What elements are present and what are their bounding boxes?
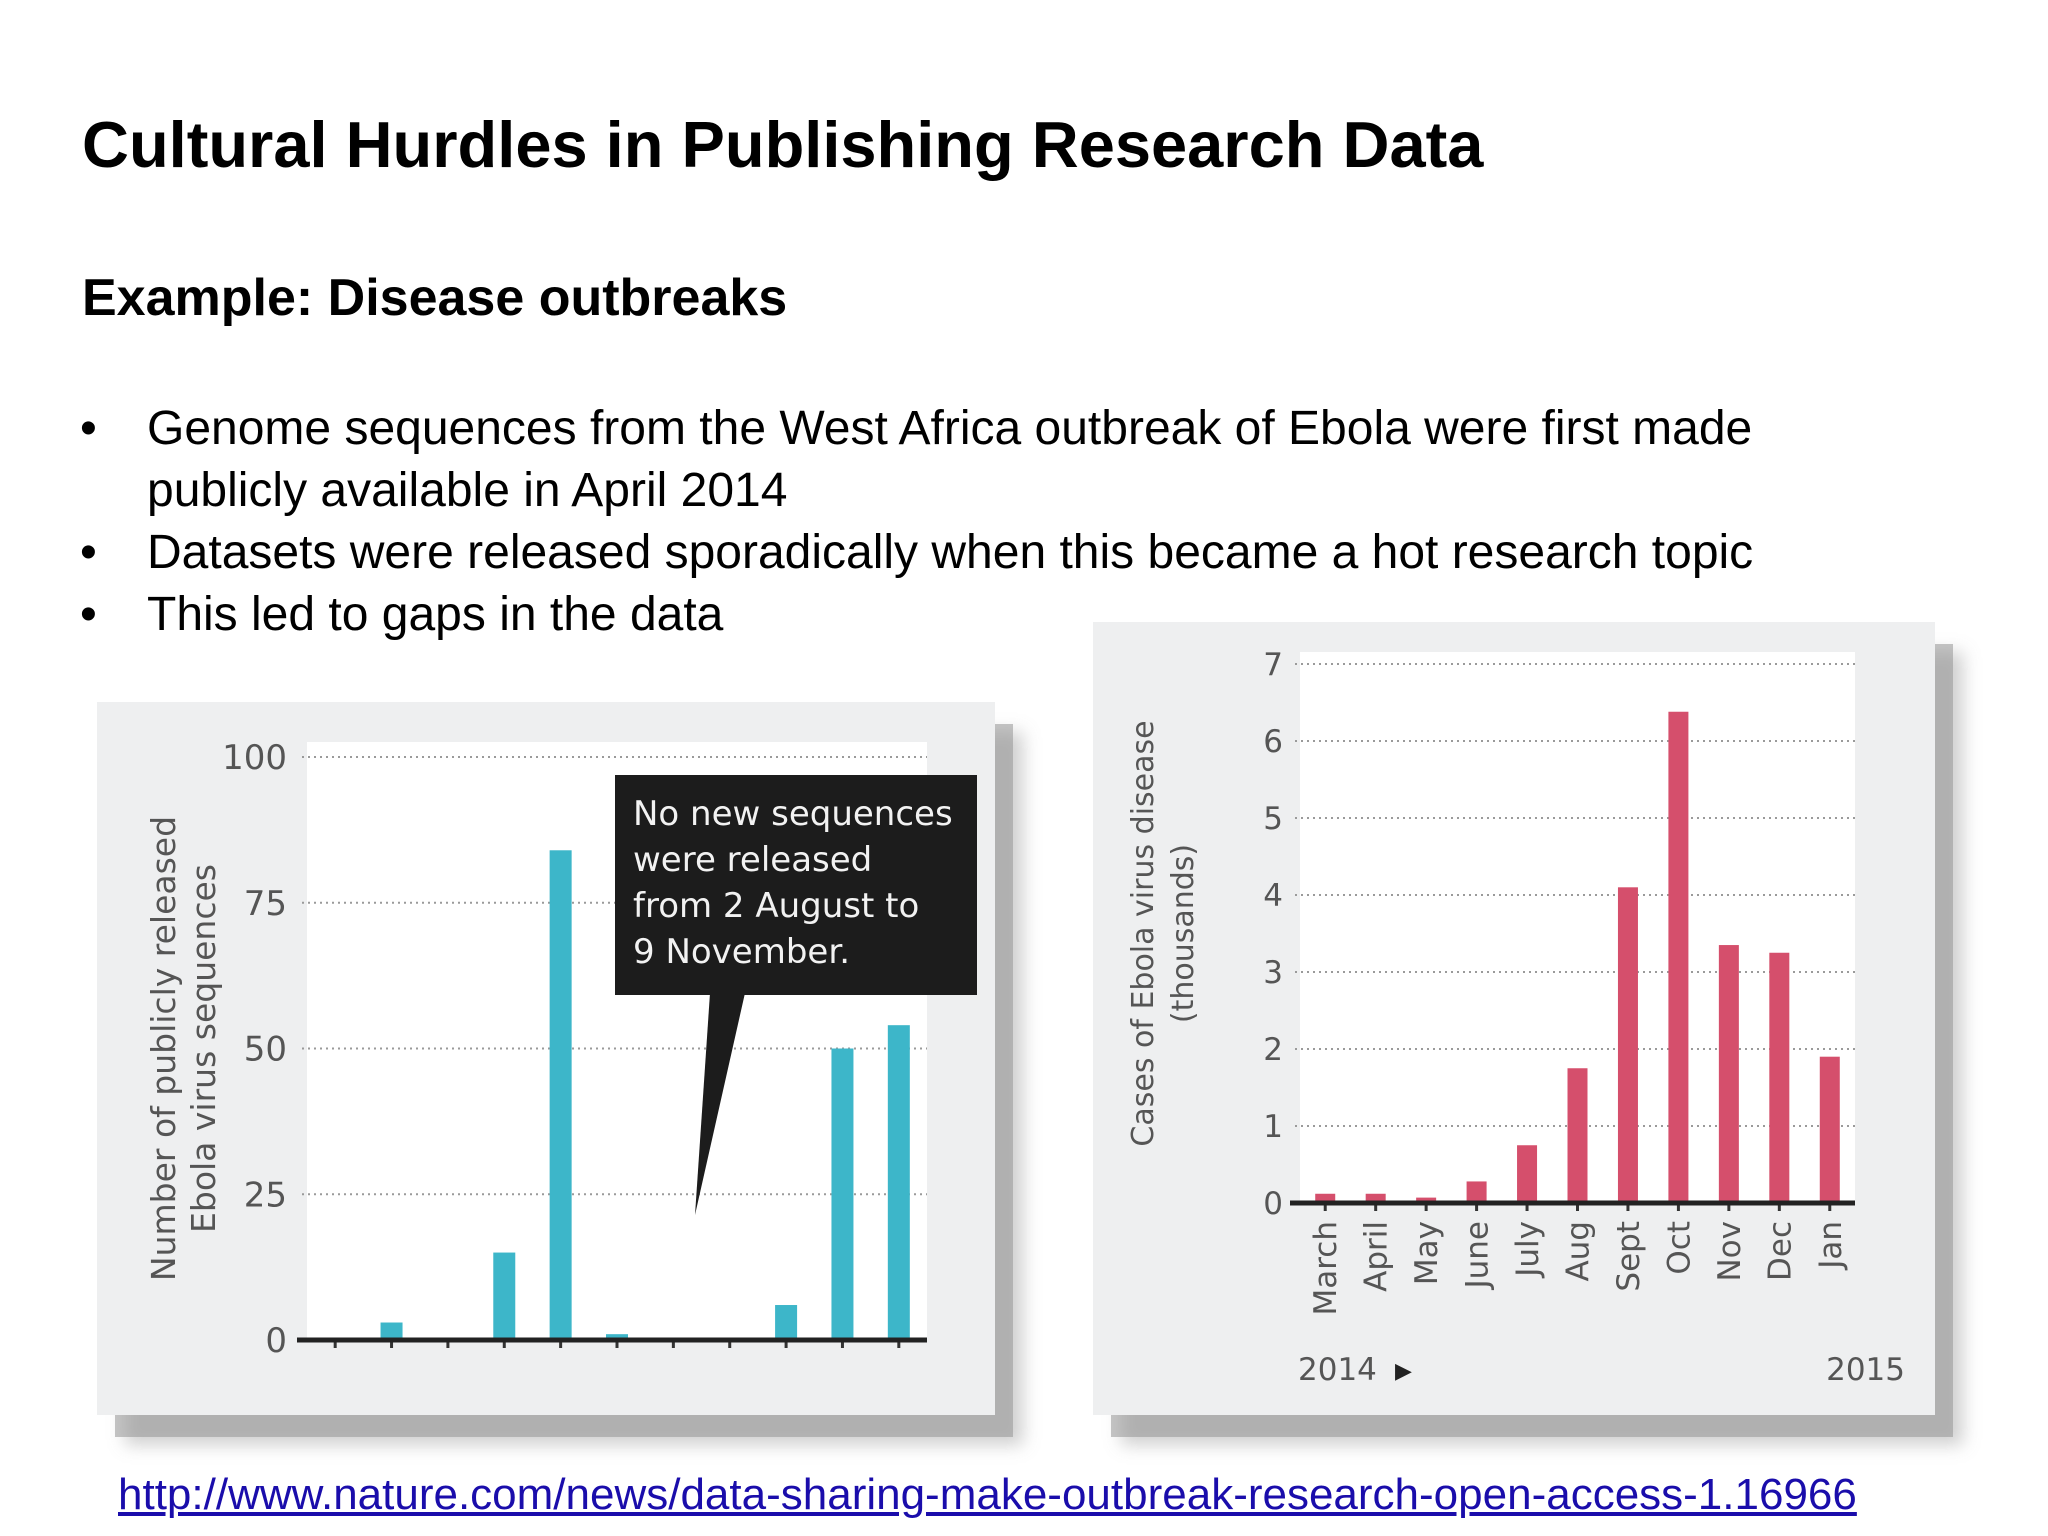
y-axis-label-line: Number of publicly released [144,816,183,1281]
y-tick-label: 4 [1263,878,1283,914]
y-tick-label: 3 [1263,955,1283,991]
bullet-marker: • [80,526,97,579]
bullet-marker: • [80,588,97,641]
callout-text: 9 November. [633,932,850,972]
sequence-bar [380,1322,403,1340]
cases-bar [1769,952,1790,1203]
x-tick-label: July [1510,1221,1546,1279]
y-tick-label: 7 [1263,647,1283,683]
cases-chart-panel: 0 1 2 3 4 5 6 7 Cases of Ebola virus disease (tho… [1093,622,1935,1415]
y-tick-label: 2 [1263,1032,1283,1068]
cases-bar [1617,887,1638,1203]
bullet-marker: • [80,402,97,455]
x-tick-label: Sept [1611,1221,1647,1292]
y-tick-label: 50 [244,1030,287,1070]
bullet-item: • This led to gaps in the data [0,584,1907,646]
y-tick-label: 100 [222,738,287,778]
sequence-bar [606,1334,628,1340]
sequence-bar [493,1252,516,1340]
slide-title: Cultural Hurdles in Publishing Research … [82,108,1484,181]
cases-bar [1819,1056,1840,1203]
x-tick-label: Dec [1762,1221,1798,1281]
y-axis-label-line: (thousands) [1166,844,1201,1023]
x-tick-label: Nov [1712,1221,1748,1282]
y-tick-label: 25 [244,1175,287,1215]
y-tick-label: 6 [1263,724,1283,760]
y-tick-label: 5 [1263,801,1283,837]
x-tick-label: May [1409,1221,1445,1285]
y-axis-label-line: Ebola virus sequences [184,864,223,1233]
x-tick-label: April [1359,1221,1395,1292]
y-tick-label: 0 [1263,1186,1283,1222]
sequence-bar [831,1048,854,1340]
y-axis-label-line: Cases of Ebola virus disease [1126,720,1161,1146]
cases-bar [1668,711,1689,1203]
cases-bar [1517,1145,1538,1203]
sequences-bar-chart: 0 25 50 75 100 Number of publicly releasedEbo… [144,738,977,1361]
x-tick-label: June [1460,1221,1496,1291]
bullet-text: Datasets were released sporadically when… [147,526,1754,579]
cases-bar [1466,1181,1487,1203]
y-tick-label: 0 [265,1321,287,1361]
callout-text: from 2 August to [633,886,919,926]
cases-bar [1416,1197,1437,1203]
y-axis-label: Cases of Ebola virus disease (thousands) [1126,720,1201,1146]
cases-bar [1315,1193,1336,1203]
sequence-bar [549,850,572,1340]
source-link[interactable]: http://www.nature.com/news/data-sharing-… [118,1470,1857,1519]
x-tick-label: Aug [1561,1221,1597,1282]
bullet-item: • Genome sequences from the West Africa o… [0,398,1907,522]
bullet-list: • Genome sequences from the West Africa o… [0,398,1907,646]
x-tick-label: Oct [1661,1221,1697,1275]
bullet-text: This led to gaps in the data [147,588,724,641]
x-tick-label: March [1308,1221,1344,1316]
year-marker-arrow: ▶ [1395,1359,1412,1384]
callout-text: No new sequences [633,794,953,834]
cases-bar [1567,1068,1588,1203]
cases-bar [1365,1193,1386,1203]
cases-bar-chart: 0 1 2 3 4 5 6 7 Cases of Ebola virus disease (tho… [1126,647,1905,1388]
callout-text: were released [633,840,872,880]
sequences-chart-panel: 0 25 50 75 100 Number of publicly releasedEbo… [97,702,995,1415]
callout-pointer [695,993,745,1215]
y-tick-label: 1 [1263,1109,1283,1145]
cases-bar [1718,945,1739,1203]
year-label-end: 2015 [1826,1352,1905,1388]
slide-subtitle: Example: Disease outbreaks [82,269,788,327]
x-tick-label: Jan [1813,1221,1849,1271]
callout-box [615,775,977,995]
sequence-bar [775,1305,798,1340]
bullet-text: Genome sequences from the West Africa ou… [147,402,1753,517]
bullet-item: • Datasets were released sporadically whe… [0,522,1907,584]
year-label-start: 2014 [1298,1352,1377,1388]
sequence-bar [887,1025,910,1340]
y-tick-label: 75 [244,884,287,924]
y-axis-label: Number of publicly releasedEbola virus s… [144,816,223,1281]
